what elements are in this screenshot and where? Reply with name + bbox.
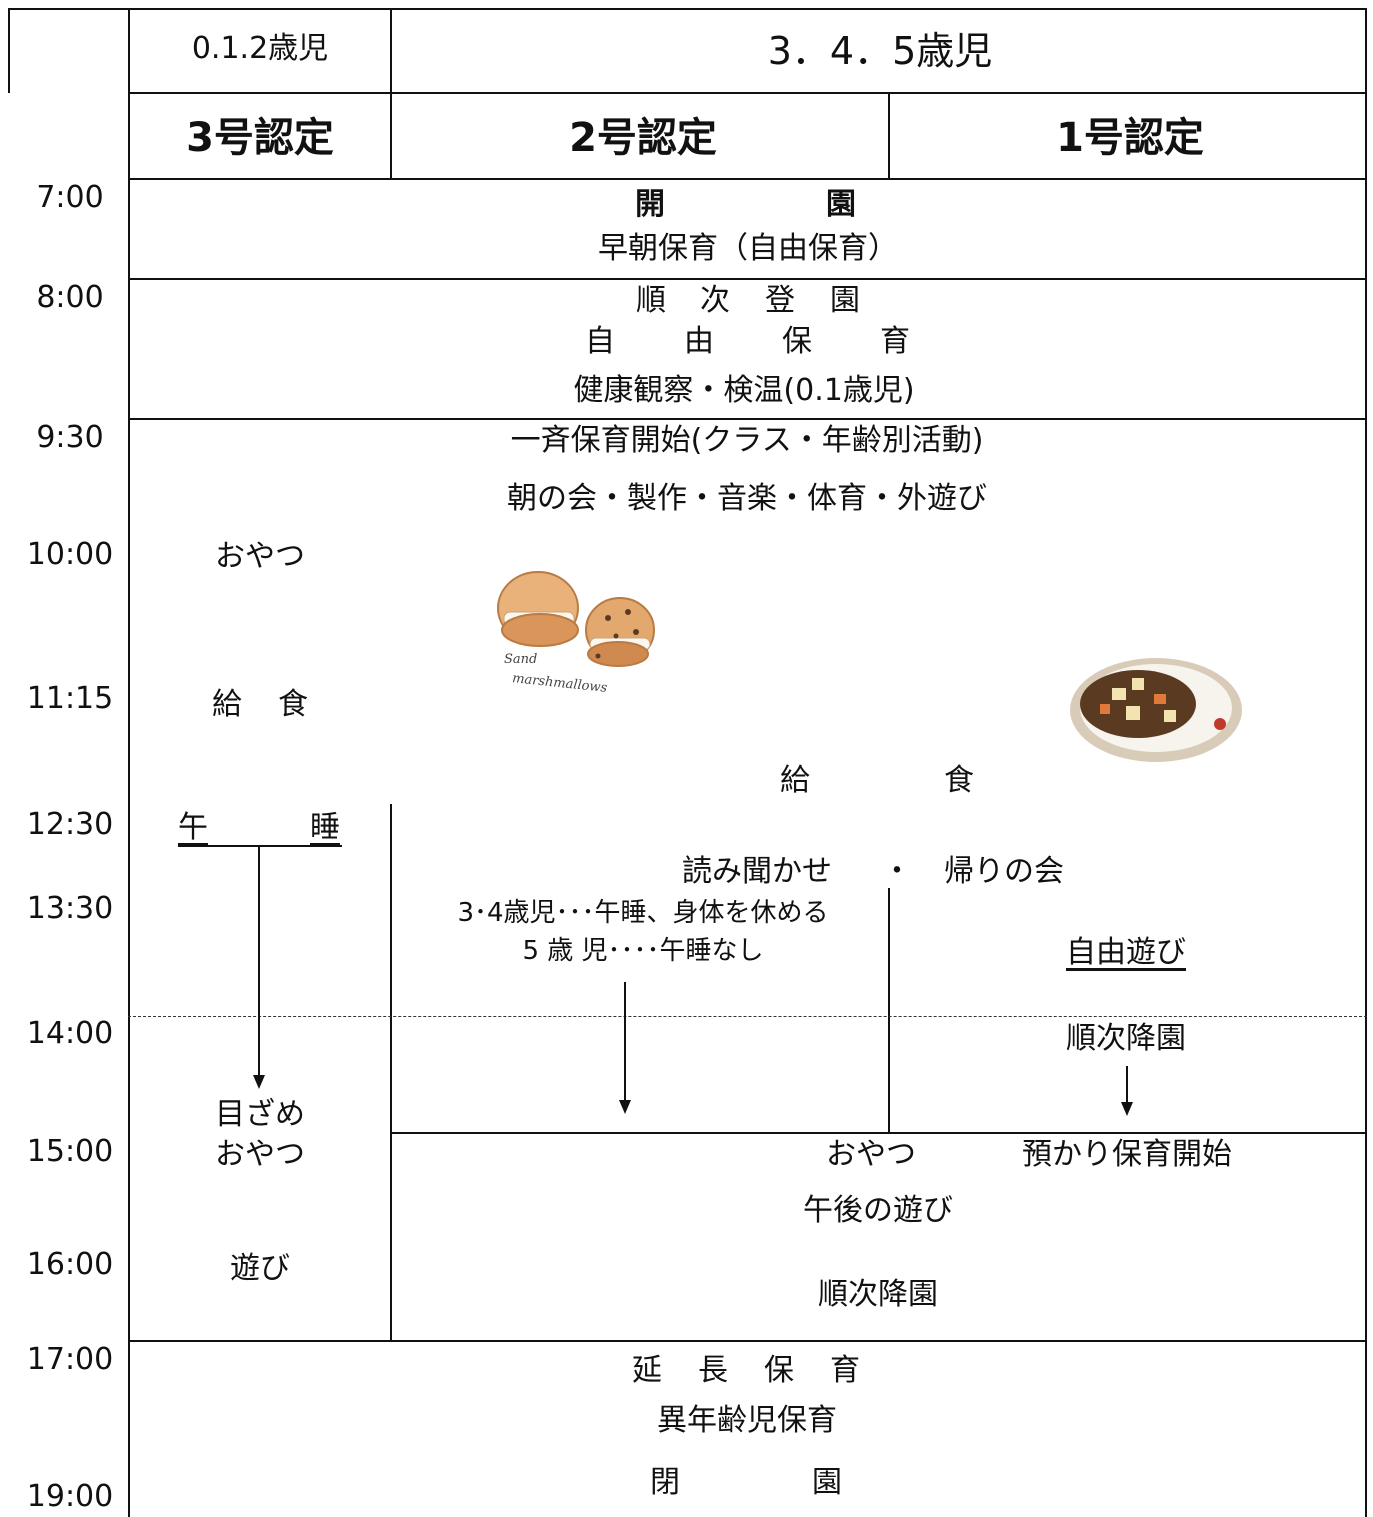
time-label-0800: 8:00 xyxy=(36,280,104,315)
header-cert-2: 2号認定 xyxy=(569,115,717,161)
opening-char-2: 園 xyxy=(826,187,856,222)
extended-care-char-3: 保 xyxy=(764,1353,794,1388)
header-col-divider-b xyxy=(888,92,890,180)
lunch-012-char-1: 給 xyxy=(212,687,242,722)
home-meeting-text: 帰りの会 xyxy=(944,854,1064,889)
arrival-char-4: 園 xyxy=(830,283,860,318)
time-label-1115: 11:15 xyxy=(26,681,114,716)
time-label-1700: 17:00 xyxy=(26,1342,114,1377)
time-label-0700: 7:00 xyxy=(36,180,104,215)
nap-34-text: 3･4歳児･･･午睡、身体を休める xyxy=(457,898,829,928)
row-divider-800 xyxy=(128,278,1367,280)
arrival-char-3: 登 xyxy=(765,283,795,318)
lunch-345-char-1: 給 xyxy=(780,763,810,798)
col-divider-cert-midday xyxy=(888,888,890,1133)
mixed-age-text: 異年齢児保育 xyxy=(657,1403,837,1438)
row-divider-930 xyxy=(128,418,1367,420)
header-age-345: 3．4．5歳児 xyxy=(767,29,993,73)
nap-012-char-2: 睡 xyxy=(310,810,340,845)
header-age-012: 0.1.2歳児 xyxy=(191,31,329,66)
time-label-0930: 9:30 xyxy=(36,420,104,455)
snack-345-afternoon: おやつ xyxy=(826,1137,916,1172)
arrival-char-1: 順 xyxy=(636,283,666,318)
header-col-divider-a xyxy=(390,8,392,180)
nap-5-arrow-head xyxy=(619,1100,631,1114)
nap-5-text: 5 歳 児････午睡なし xyxy=(522,936,764,966)
sandwich-cookie-icon: Sand marshmallows xyxy=(490,560,670,710)
extended-care-char-1: 延 xyxy=(632,1353,662,1388)
nap-underline xyxy=(178,845,342,847)
table-border-left xyxy=(8,8,10,93)
closing-char-1: 閉 xyxy=(650,1465,680,1500)
time-label-1600: 16:00 xyxy=(26,1247,114,1282)
health-check-text: 健康観察・検温(0.1歳児) xyxy=(573,373,915,408)
group-start-text: 一斉保育開始(クラス・年齢別活動) xyxy=(510,423,984,458)
table-border-right xyxy=(1365,8,1367,1517)
time-label-1000: 10:00 xyxy=(26,537,114,572)
opening-char-1: 開 xyxy=(635,187,665,222)
afternoon-play-text: 午後の遊び xyxy=(803,1193,953,1228)
table-border-top xyxy=(8,8,1366,10)
time-label-1400: 14:00 xyxy=(26,1016,114,1051)
time-label-1330: 13:30 xyxy=(26,891,114,926)
pickup-1-arrow-head xyxy=(1121,1102,1133,1116)
wake-up-text: 目ざめ xyxy=(215,1097,305,1132)
nap-5-arrow-shaft xyxy=(624,982,626,1102)
snack-012-afternoon: おやつ xyxy=(215,1137,305,1172)
nap-arrow-shaft xyxy=(258,846,260,1076)
extended-care-char-4: 育 xyxy=(830,1353,860,1388)
pickup-1-text: 順次降園 xyxy=(1066,1021,1186,1056)
extended-start-text: 預かり保育開始 xyxy=(1022,1137,1232,1172)
time-label-1230: 12:30 xyxy=(26,807,114,842)
curry-rice-icon xyxy=(1068,612,1244,788)
early-care-text: 早朝保育（自由保育） xyxy=(598,231,898,266)
free-care-char-2: 由 xyxy=(684,324,714,359)
cookie-caption-line1: Sand xyxy=(504,652,538,667)
row-divider-1700 xyxy=(128,1340,1367,1342)
extended-care-char-2: 長 xyxy=(698,1353,728,1388)
free-play-text: 自由遊び xyxy=(1066,935,1186,970)
header-cert-3: 3号認定 xyxy=(186,115,334,161)
time-label-1500: 15:00 xyxy=(26,1134,114,1169)
closing-char-2: 園 xyxy=(812,1465,842,1500)
free-care-char-4: 育 xyxy=(880,324,910,359)
free-care-char-3: 保 xyxy=(782,324,812,359)
pickup-345-text: 順次降園 xyxy=(818,1277,938,1312)
lunch-345-char-2: 食 xyxy=(944,763,974,798)
header-cert-1: 1号認定 xyxy=(1056,115,1204,161)
row-divider-1400-dashed xyxy=(128,1016,1367,1017)
header-row1-bottom xyxy=(128,92,1367,94)
nap-012-char-1: 午 xyxy=(178,810,208,845)
row-divider-1500 xyxy=(390,1132,1367,1134)
time-column-divider xyxy=(128,8,130,1517)
time-label-1900: 19:00 xyxy=(26,1479,114,1514)
snack-012-morning: おやつ xyxy=(215,539,305,574)
col-divider-012-midday xyxy=(390,804,392,1340)
free-care-char-1: 自 xyxy=(585,324,615,359)
play-012-text: 遊び xyxy=(230,1251,290,1286)
pickup-1-arrow-shaft xyxy=(1126,1066,1128,1104)
arrival-char-2: 次 xyxy=(700,283,730,318)
reading-text: 読み聞かせ xyxy=(682,854,832,889)
morning-activities-text: 朝の会・製作・音楽・体育・外遊び xyxy=(507,481,987,516)
lunch-012-char-2: 食 xyxy=(278,687,308,722)
reading-separator: ・ xyxy=(882,854,912,889)
nap-arrow-head xyxy=(253,1075,265,1089)
header-row2-bottom xyxy=(128,178,1367,180)
